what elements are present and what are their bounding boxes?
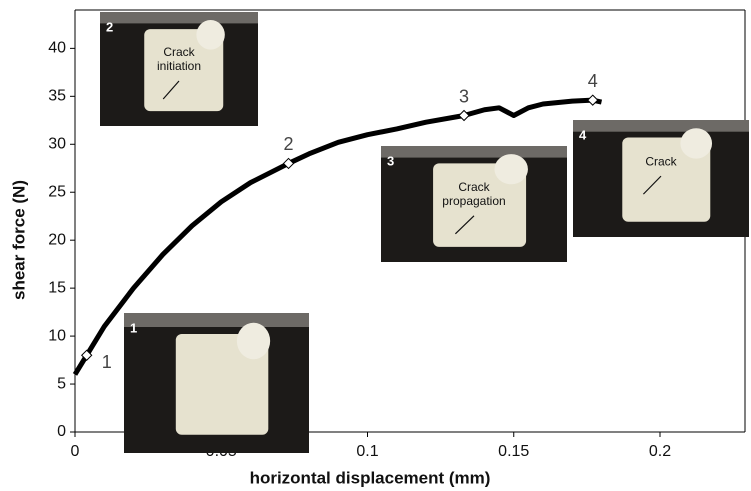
photo-top [573,120,749,132]
inset-caption: Crack [163,45,195,59]
point-label: 1 [102,352,112,372]
point-marker [458,109,470,122]
inset-caption: Crack [645,154,677,168]
photo-top [100,12,258,24]
point-marker [282,157,295,170]
y-tick-label: 5 [57,375,66,392]
inset-label: 1 [130,320,137,335]
x-tick-label: 0 [71,443,80,460]
inset-caption: initiation [157,59,201,73]
y-axis-title: shear force (N) [9,180,28,300]
photo-specimen [433,163,527,247]
point-label: 4 [588,71,598,91]
photo-blob [196,19,225,50]
point-marker [80,349,93,361]
photo-specimen [622,137,711,222]
inset-photo: 1 [124,313,309,453]
crack-arrow [642,175,662,195]
y-tick-label: 20 [48,231,66,248]
photo-specimen [175,334,269,435]
x-axis-title: horizontal displacement (mm) [250,468,491,487]
x-tick-label: 0.15 [498,443,529,460]
x-tick-label: 0.1 [356,443,378,460]
photo-top [381,146,567,158]
data-line [72,97,603,376]
inset-photo: 4 Crack [573,120,749,237]
inset-label: 3 [387,153,394,168]
photo-specimen [144,29,224,112]
point-label: 2 [284,134,294,154]
y-tick-label: 30 [48,135,66,152]
crack-arrow [162,80,180,100]
y-tick-label: 40 [48,40,66,57]
inset-caption: Crack [458,180,490,194]
inset-caption: propagation [442,194,505,208]
y-tick-label: 10 [48,327,66,344]
y-tick-label: 0 [57,423,66,440]
point-marker [587,94,599,106]
x-tick-label: 0.2 [649,443,671,460]
point-label: 3 [459,86,469,106]
photo-blob [236,322,271,360]
y-tick-label: 25 [48,183,66,200]
photo-blob [680,128,713,159]
photo-top [124,313,309,327]
crack-arrow [454,215,475,235]
y-tick-label: 35 [48,88,66,105]
inset-label: 2 [106,19,113,34]
inset-label: 4 [579,127,587,142]
y-tick-label: 15 [48,279,66,296]
photo-blob [494,154,528,185]
